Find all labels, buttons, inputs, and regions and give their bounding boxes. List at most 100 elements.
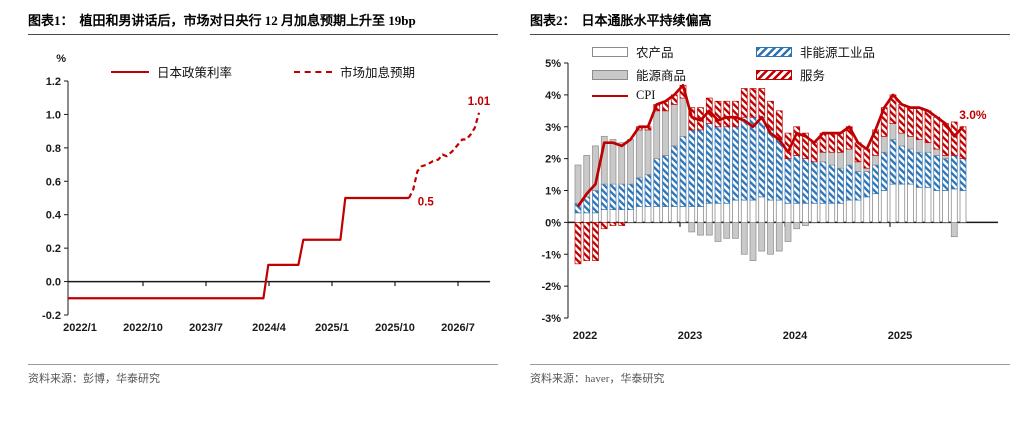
bar-services xyxy=(907,107,914,137)
bar-industrial xyxy=(775,139,783,201)
svg-text:2023/7: 2023/7 xyxy=(189,322,223,334)
bar-services xyxy=(767,100,774,131)
bar-services xyxy=(810,142,818,163)
bar-agri xyxy=(950,188,958,223)
figure-1-label: 图表1： xyxy=(28,13,74,28)
figure-2-label: 图表2： xyxy=(530,13,576,28)
figure-2-title-text: 日本通胀水平持续偏高 xyxy=(581,13,712,28)
bar-services xyxy=(793,126,801,156)
bar-services xyxy=(758,88,766,118)
svg-text:2022/1: 2022/1 xyxy=(63,322,97,334)
bar-services xyxy=(915,107,923,140)
bar-industrial xyxy=(924,151,932,188)
svg-text:2025/10: 2025/10 xyxy=(375,322,415,334)
svg-text:0.4: 0.4 xyxy=(46,210,62,222)
bar-energy xyxy=(609,139,617,185)
bar-industrial xyxy=(679,135,687,207)
bar-agri xyxy=(775,199,783,223)
bar-agri xyxy=(802,202,809,223)
hike-expectation-line xyxy=(408,112,481,199)
bar-energy xyxy=(933,148,941,156)
bar-agri xyxy=(600,209,608,223)
bar-services xyxy=(600,222,608,230)
bar-energy xyxy=(705,222,713,236)
bar-industrial xyxy=(688,129,696,207)
figure-1-title: 图表1： 植田和男讲话后，市场对日央行 12 月加息预期上升至 19bp xyxy=(28,12,498,29)
figure-2-source: 资料来源：haver，华泰研究 xyxy=(530,373,665,385)
bar-industrial xyxy=(784,158,792,204)
bar-energy xyxy=(924,142,932,153)
bar-energy xyxy=(740,222,748,255)
bar-industrial xyxy=(950,155,958,190)
figure-1-source: 资料来源：彭博，华泰研究 xyxy=(28,373,160,385)
bar-services xyxy=(723,100,731,128)
bar-services xyxy=(609,222,617,226)
bar-agri xyxy=(872,193,879,223)
bar-agri xyxy=(907,183,914,223)
policy-rate-chart: 1.2 1.0 0.8 0.6 0.4 0.2 0.0 -0.2% 2022/1 2022/10 2… xyxy=(42,53,491,334)
svg-text:2023: 2023 xyxy=(678,330,702,342)
bar-energy xyxy=(723,222,731,239)
bar-energy xyxy=(758,222,766,252)
bar-services xyxy=(898,104,906,134)
svg-text:2022/10: 2022/10 xyxy=(123,322,163,334)
bar-industrial xyxy=(863,171,871,198)
figure-1-title-text: 植田和男讲话后，市场对日央行 12 月加息预期上升至 19bp xyxy=(79,13,416,28)
bar-services xyxy=(933,116,941,150)
bar-services xyxy=(749,88,757,118)
bar-agri xyxy=(723,202,731,223)
bar-agri xyxy=(898,183,906,223)
bar-agri xyxy=(889,183,897,223)
svg-text:2026/7: 2026/7 xyxy=(441,322,475,334)
bar-industrial xyxy=(618,183,626,210)
bar-energy xyxy=(697,222,704,236)
bar-energy xyxy=(793,222,801,230)
bar-services xyxy=(592,222,599,261)
axes: 1.2 1.0 0.8 0.6 0.4 0.2 0.0 -0.2% 2022/1 2022/10 2… xyxy=(42,53,490,334)
svg-text:2022: 2022 xyxy=(573,330,597,342)
bar-services xyxy=(950,121,958,156)
bar-energy xyxy=(644,129,652,175)
svg-text:2025: 2025 xyxy=(888,330,912,342)
bar-energy xyxy=(854,161,862,172)
svg-text:0.2: 0.2 xyxy=(46,243,61,255)
bar-industrial xyxy=(872,164,879,195)
svg-text:-3%: -3% xyxy=(541,313,561,325)
bar-energy xyxy=(775,222,783,252)
bar-services xyxy=(837,132,844,153)
bar-industrial xyxy=(583,196,591,214)
bar-services xyxy=(732,100,739,128)
svg-text:0.6: 0.6 xyxy=(46,176,61,188)
value-annotation: 1.01 xyxy=(468,96,491,108)
bar-agri xyxy=(583,212,591,223)
bar-services xyxy=(828,132,836,153)
bar-industrial xyxy=(854,171,862,201)
bar-energy xyxy=(898,132,906,147)
bar-industrial xyxy=(898,145,906,185)
bar-industrial xyxy=(802,158,809,204)
bar-energy xyxy=(872,155,879,166)
bar-industrial xyxy=(915,151,923,188)
svg-text:0%: 0% xyxy=(545,217,561,229)
bar-energy xyxy=(784,222,792,242)
bar-agri xyxy=(679,206,687,223)
svg-text:0.8: 0.8 xyxy=(46,143,61,155)
bar-industrial xyxy=(959,158,967,191)
bar-agri xyxy=(618,209,626,223)
bar-industrial xyxy=(793,155,801,204)
bar-industrial xyxy=(670,145,678,207)
bar-industrial xyxy=(810,161,818,204)
title-divider xyxy=(28,34,498,35)
bar-energy xyxy=(819,151,827,163)
bar-agri xyxy=(574,212,582,223)
svg-text:5%: 5% xyxy=(545,58,561,70)
bar-industrial xyxy=(758,116,766,198)
bar-services xyxy=(863,148,871,169)
bar-industrial xyxy=(749,116,757,201)
bar-services xyxy=(574,222,582,265)
svg-text:2024: 2024 xyxy=(783,330,808,342)
bar-agri xyxy=(732,199,739,223)
svg-text:-1%: -1% xyxy=(541,249,561,261)
bar-agri xyxy=(924,186,932,223)
bar-agri xyxy=(609,209,617,223)
